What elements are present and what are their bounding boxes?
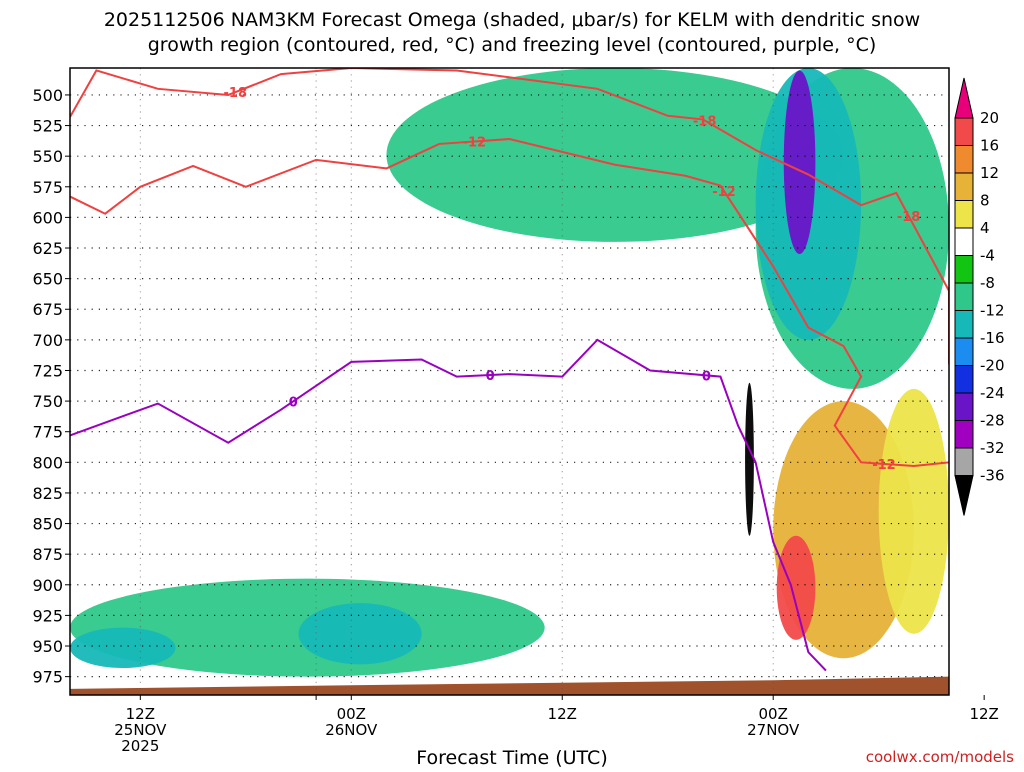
y-tick-label-750: 750	[32, 392, 63, 411]
colorbar-label-9: -20	[980, 357, 1005, 375]
x-tick-label-12-2: 2025	[121, 737, 159, 755]
x-tick-label-48-0: 00Z	[759, 705, 788, 723]
colorbar-label-2: 12	[980, 164, 999, 182]
colorbar-bottom-arrow	[954, 475, 974, 516]
colorbar-swatch-4	[954, 200, 974, 229]
y-tick-label-925: 925	[32, 606, 63, 625]
colorbar-swatch-6	[954, 255, 974, 284]
colorbar-label-1: 16	[980, 137, 999, 155]
colorbar-swatch-8	[954, 310, 974, 339]
colorbar: 20 16 12 8 4 -4 -8 -12 -16 -20 -24 -28 -32 -36	[954, 77, 1005, 516]
colorbar-label-7: -12	[980, 302, 1005, 320]
y-tick-label-900: 900	[32, 576, 63, 595]
contour-label-dgz-minus-18-0: -18	[224, 86, 248, 101]
colorbar-label-4: 4	[980, 219, 990, 237]
axes: 5005255505756006256506757007257507758008…	[32, 86, 998, 755]
y-tick-label-700: 700	[32, 331, 63, 350]
x-tick-label-24-1: 26NOV	[325, 721, 378, 739]
colorbar-swatch-3	[954, 172, 974, 201]
colorbar-label-3: 8	[980, 192, 990, 210]
grid	[70, 68, 949, 695]
colorbar-swatch-12	[954, 420, 974, 449]
y-tick-label-875: 875	[32, 545, 63, 564]
omega-region-low-level-strong-ascent-26nov	[298, 603, 422, 665]
y-tick-label-800: 800	[32, 453, 63, 472]
y-tick-label-600: 600	[32, 208, 63, 227]
omega-region-frontal-column-ascent	[745, 382, 754, 536]
omega-region-post-frontal-max-descent	[776, 535, 816, 640]
x-tick-label-60-0: 12Z	[969, 705, 998, 723]
x-tick-label-36-0: 12Z	[548, 705, 577, 723]
omega-region-upper-max-ascent	[783, 70, 816, 255]
y-tick-label-725: 725	[32, 361, 63, 380]
colorbar-label-8: -16	[980, 329, 1005, 347]
colorbar-swatch-2	[954, 145, 974, 174]
y-tick-label-575: 575	[32, 178, 63, 197]
contour-label-dgz-minus-18-1: -18	[693, 114, 717, 129]
colorbar-swatch-10	[954, 365, 974, 394]
contour-label-freezing-level-1: 0	[486, 369, 495, 384]
y-tick-label-525: 525	[32, 117, 63, 136]
omega-region-late-descent	[878, 388, 949, 634]
contour-label-dgz-minus-18-2: -18	[897, 210, 921, 225]
plot-area	[70, 68, 949, 695]
y-tick-label-625: 625	[32, 239, 63, 258]
y-tick-label-825: 825	[32, 484, 63, 503]
x-tick-label-12-1: 25NOV	[114, 721, 167, 739]
x-tick-label-12-0: 12Z	[126, 705, 155, 723]
colorbar-label-6: -8	[980, 274, 995, 292]
contour-dgz-minus-18	[70, 68, 949, 365]
colorbar-top-arrow	[954, 77, 974, 119]
colorbar-swatch-13	[954, 447, 974, 476]
y-tick-label-975: 975	[32, 668, 63, 687]
colorbar-label-5: -4	[980, 247, 995, 265]
colorbar-label-13: -36	[980, 467, 1005, 485]
contour-dgz-minus-12-left	[70, 138, 721, 215]
contour-label-dgz-minus-12-label-1-0: -12	[463, 135, 487, 150]
contour-dgz-minus-12-right	[719, 185, 949, 468]
chart-title-line1: 2025112506 NAM3KM Forecast Omega (shaded…	[104, 9, 920, 31]
chart-title-line2: growth region (contoured, red, °C) and f…	[148, 34, 877, 56]
x-axis-title: Forecast Time (UTC)	[416, 747, 607, 768]
colorbar-label-11: -28	[980, 412, 1005, 430]
contour-label-freezing-level-2: 0	[702, 369, 711, 384]
colorbar-label-12: -32	[980, 439, 1005, 457]
y-tick-label-550: 550	[32, 147, 63, 166]
colorbar-label-10: -24	[980, 384, 1005, 402]
y-tick-label-650: 650	[32, 270, 63, 289]
contour-label-dgz-minus-12-right-0: -12	[872, 458, 896, 473]
plot-frame	[69, 67, 950, 696]
colorbar-label-0: 20	[980, 109, 999, 127]
colorbar-swatch-5	[954, 227, 974, 256]
colorbar-swatch-1	[954, 117, 974, 146]
x-tick-label-24-0: 00Z	[337, 705, 366, 723]
colorbar-swatch-11	[954, 392, 974, 421]
colorbar-swatch-7	[954, 282, 974, 311]
y-tick-label-950: 950	[32, 637, 63, 656]
contour-freezing-level	[70, 338, 827, 672]
terrain-ground	[70, 676, 949, 695]
colorbar-swatch-9	[954, 337, 974, 366]
contour-label-freezing-level-0: 0	[289, 395, 298, 410]
contour-layer: 00 0-12-12-12-18-18-18	[70, 68, 949, 672]
credit-text[interactable]: coolwx.com/models	[866, 748, 1014, 766]
omega-region-low-level-strong-ascent-25nov	[70, 627, 176, 669]
y-tick-label-850: 850	[32, 515, 63, 534]
x-tick-label-48-1: 27NOV	[747, 721, 800, 739]
y-tick-label-775: 775	[32, 423, 63, 442]
y-tick-label-675: 675	[32, 300, 63, 319]
y-tick-label-500: 500	[32, 86, 63, 105]
